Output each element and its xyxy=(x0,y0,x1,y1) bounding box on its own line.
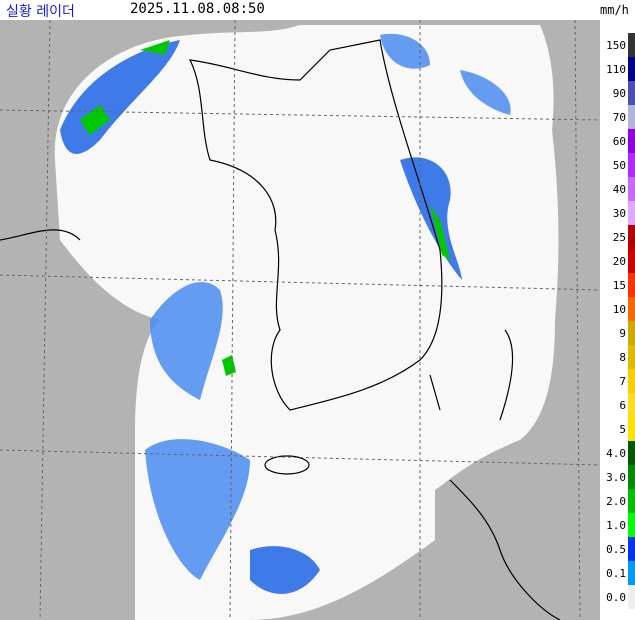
legend-label: 8 xyxy=(619,351,626,364)
unit: mm/h xyxy=(600,3,629,17)
legend-label: 70 xyxy=(613,111,626,124)
legend-label: 60 xyxy=(613,135,626,148)
legend-label: 20 xyxy=(613,255,626,268)
legend-swatch xyxy=(628,345,635,369)
legend-swatch xyxy=(628,201,635,225)
legend-swatch xyxy=(628,105,635,129)
legend-label: 10 xyxy=(613,303,626,316)
legend-swatch xyxy=(628,489,635,513)
legend-label: 0.1 xyxy=(606,567,626,580)
legend-swatch xyxy=(628,585,635,609)
legend-swatch xyxy=(628,81,635,105)
legend-label: 7 xyxy=(619,375,626,388)
legend-label: 6 xyxy=(619,399,626,412)
legend-swatch xyxy=(628,129,635,153)
legend-label: 5 xyxy=(619,423,626,436)
legend-label: 30 xyxy=(613,207,626,220)
legend-label: 4.0 xyxy=(606,447,626,460)
legend-swatch xyxy=(628,297,635,321)
legend-swatch xyxy=(628,321,635,345)
legend-swatch xyxy=(628,153,635,177)
legend-label: 150 xyxy=(606,39,626,52)
legend-swatch xyxy=(628,417,635,441)
legend-label: 3.0 xyxy=(606,471,626,484)
legend-label: 2.0 xyxy=(606,495,626,508)
legend-label: 9 xyxy=(619,327,626,340)
legend-swatch xyxy=(628,561,635,585)
legend-swatch xyxy=(628,393,635,417)
legend-swatch xyxy=(628,225,635,249)
legend-label: 40 xyxy=(613,183,626,196)
legend-swatch xyxy=(628,249,635,273)
legend-label: 90 xyxy=(613,87,626,100)
legend-label: 50 xyxy=(613,159,626,172)
legend-swatch xyxy=(628,57,635,81)
legend-swatch xyxy=(628,177,635,201)
title: 실황 레이더 xyxy=(6,4,75,20)
legend: 150 110 90 70 60 50 40 30 25 20 15 10 9 8 7 6 5 4.0 3.0 2.0… xyxy=(606,33,635,609)
legend-swatch xyxy=(628,465,635,489)
legend-swatch xyxy=(628,513,635,537)
legend-label: 15 xyxy=(613,279,626,292)
radar-map xyxy=(0,20,600,620)
graticule xyxy=(0,20,600,620)
legend-label: 110 xyxy=(606,63,626,76)
legend-swatch xyxy=(628,537,635,561)
legend-label: 0.5 xyxy=(606,543,626,556)
coastline xyxy=(0,39,561,620)
legend-swatch xyxy=(628,33,635,57)
legend-swatch xyxy=(628,441,635,465)
legend-swatch xyxy=(628,273,635,297)
legend-label: 1.0 xyxy=(606,519,626,532)
legend-swatch xyxy=(628,369,635,393)
legend-label: 0.0 xyxy=(606,591,626,604)
timestamp: 2025.11.08.08:50 xyxy=(130,1,265,17)
legend-label: 25 xyxy=(613,231,626,244)
